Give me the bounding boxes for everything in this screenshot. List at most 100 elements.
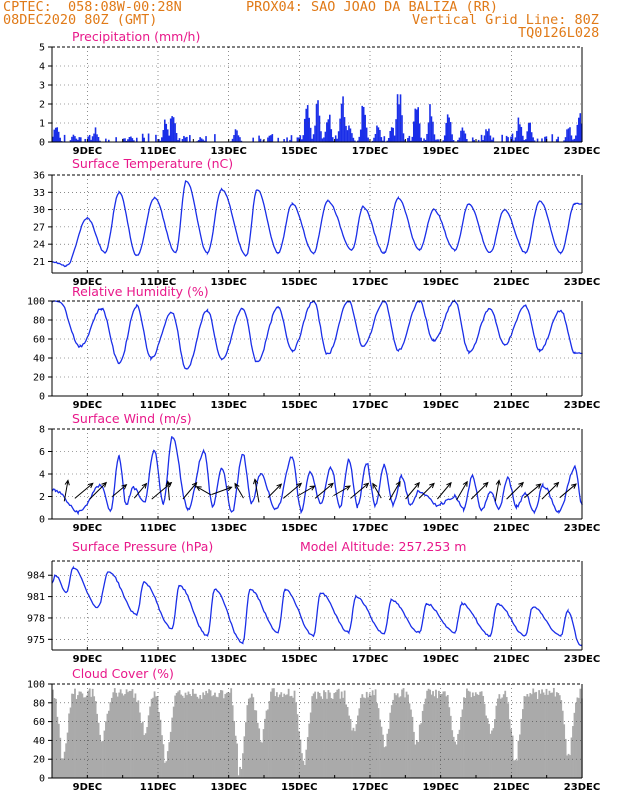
- cloud-bar: [293, 690, 296, 778]
- y-tick-label: 0: [39, 774, 45, 785]
- x-tick-label: 19DEC: [422, 654, 458, 665]
- cloud-bar: [542, 692, 545, 778]
- cloud-bar: [436, 698, 439, 778]
- cloud-bar: [552, 687, 555, 778]
- cloud-bar: [309, 712, 312, 778]
- cloud-bar: [66, 732, 69, 778]
- y-tick-label: 0: [39, 138, 45, 149]
- cloud-bar: [214, 692, 216, 778]
- precip-bar: [414, 108, 417, 142]
- cloud-bar: [149, 706, 152, 778]
- y-tick-label: 0: [39, 392, 45, 403]
- wind-arrow-head: [482, 481, 489, 488]
- cloud-bar: [499, 698, 502, 778]
- precip-bar: [477, 139, 480, 142]
- precip-bar: [305, 108, 308, 142]
- precip-bar: [53, 129, 56, 142]
- precip-bar: [573, 138, 576, 142]
- wind-arrow: [333, 485, 351, 497]
- cloud-bar: [507, 703, 510, 778]
- precip-bar: [522, 135, 524, 142]
- wind-arrow: [234, 483, 244, 499]
- cloud-bar: [115, 692, 118, 778]
- cloud-bar: [411, 716, 414, 778]
- wind-arrow: [297, 485, 315, 497]
- cloud-bar: [538, 690, 541, 778]
- precip-bar: [489, 135, 492, 142]
- cloud-bar: [529, 693, 532, 778]
- precip-bar: [390, 127, 393, 142]
- y-tick-label: 2: [39, 100, 45, 111]
- precip-bar: [379, 129, 381, 142]
- precip-bar: [125, 140, 128, 142]
- wind-arrow: [372, 483, 382, 499]
- cloud-bar: [380, 726, 383, 778]
- precip-bar: [373, 137, 375, 142]
- cloud-bar: [352, 727, 355, 778]
- precip-bar: [171, 116, 173, 142]
- precip-bar: [435, 139, 437, 142]
- precip-bar: [340, 103, 343, 142]
- cloud-bar: [496, 698, 499, 778]
- precip-bar: [94, 127, 97, 142]
- cloud-bar: [292, 697, 294, 778]
- precip-bar: [524, 139, 527, 142]
- cloud-bar: [172, 706, 175, 778]
- cloud-bar: [219, 690, 222, 778]
- cloud-bar: [384, 746, 387, 778]
- cloud-bar: [435, 689, 437, 778]
- precip-bar: [457, 139, 459, 142]
- cloud-bar: [520, 718, 523, 778]
- cloud-bar: [526, 694, 529, 778]
- y-tick-label: 20: [33, 373, 45, 384]
- panel-3: Relative Humidity (%) 0 20 40 60 80 100 9DEC 11D…: [27, 284, 600, 411]
- model-altitude-label: Model Altitude: 257.253 m: [300, 539, 466, 554]
- cloud-bar: [240, 769, 243, 778]
- cloud-bar: [492, 728, 495, 778]
- precip-bar: [569, 127, 571, 142]
- wind-arrow-head: [309, 485, 316, 491]
- x-tick-label: 13DEC: [210, 523, 246, 534]
- precip-bar: [389, 131, 392, 142]
- wind-arrow-head: [462, 480, 468, 487]
- y-tick-label: 40: [33, 736, 45, 747]
- x-tick-label: 9DEC: [73, 782, 102, 793]
- precip-bar: [442, 140, 445, 142]
- precip-bar: [480, 134, 483, 142]
- precip-bar: [536, 138, 539, 142]
- cloud-bar: [318, 692, 321, 778]
- cloud-bar: [287, 688, 290, 778]
- precip-bar: [155, 134, 157, 142]
- precip-bar: [131, 138, 134, 142]
- cloud-bar: [110, 697, 113, 778]
- precip-bar: [205, 136, 207, 142]
- cloud-bar: [504, 690, 507, 778]
- precip-bar: [334, 135, 337, 142]
- cloud-bar: [275, 692, 278, 778]
- precip-bar: [523, 140, 526, 142]
- cloud-bar: [457, 734, 459, 778]
- cloud-bar: [137, 700, 140, 778]
- cloud-bar: [340, 691, 343, 778]
- cloud-bar: [417, 742, 420, 778]
- x-tick-label: 9DEC: [73, 146, 102, 157]
- precip-bar: [345, 125, 347, 142]
- precip-bar: [421, 140, 424, 142]
- cloud-bar: [398, 697, 401, 778]
- wind-arrow-head: [363, 482, 370, 489]
- cloud-bar: [169, 731, 172, 778]
- wind-arrow: [196, 486, 212, 496]
- cloud-bar: [578, 698, 580, 778]
- precip-bar: [511, 133, 514, 142]
- cloud-bar: [103, 730, 106, 778]
- cloud-bar: [393, 693, 396, 778]
- precip-bar: [402, 133, 405, 142]
- wind-arrow: [437, 482, 452, 500]
- precip-bar: [301, 139, 303, 142]
- cloud-bar: [374, 689, 377, 778]
- precip-bar: [97, 136, 100, 142]
- cloud-bar: [77, 695, 79, 778]
- precip-bar: [426, 133, 428, 142]
- precip-bar: [197, 140, 200, 142]
- cloud-bar: [181, 695, 184, 778]
